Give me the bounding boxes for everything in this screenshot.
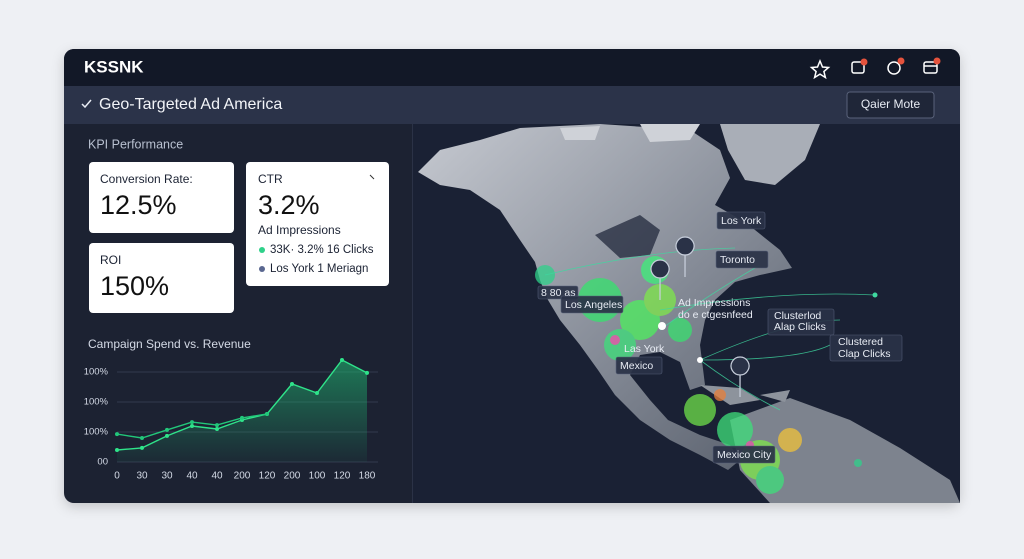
map-label[interactable]: do e ctgesnfeed: [678, 309, 753, 321]
map-label[interactable]: Las York: [624, 343, 665, 355]
point: [340, 358, 344, 362]
kpi-card: [89, 243, 234, 313]
x-tick-label: 30: [161, 471, 173, 482]
x-tick-label: 40: [186, 471, 198, 482]
y-tick-label: 100%: [84, 367, 109, 378]
x-tick-label: 100: [309, 471, 326, 482]
point: [315, 391, 319, 395]
point: [240, 415, 244, 420]
kpi-sub-label: Ad Impressions: [258, 223, 341, 237]
button-label[interactable]: Qaier Mote: [861, 97, 921, 111]
x-tick-label: 200: [284, 471, 301, 482]
point: [190, 424, 194, 428]
x-tick-label: 120: [334, 471, 351, 482]
kpi-card: [89, 162, 234, 233]
y-tick-label: 00: [97, 457, 108, 468]
kpi-detail: 33K· 3.2% 16 Clicks: [270, 244, 374, 256]
point: [165, 427, 169, 432]
map-label[interactable]: Clusterlod: [774, 310, 821, 322]
map-label[interactable]: Toronto: [720, 254, 755, 266]
check-icon: [81, 99, 92, 109]
point: [265, 412, 269, 416]
point: [115, 432, 119, 437]
area: [117, 360, 367, 462]
chart: 00 100% 100% 100% 0 30 30 40 40 200 120 200 100 120 18…: [84, 358, 378, 482]
map-label[interactable]: Mexico: [620, 360, 653, 372]
legend-dot: [259, 247, 265, 253]
map-label[interactable]: Clustered: [838, 336, 883, 348]
toolbar: [64, 86, 960, 124]
kpi-value: 150%: [100, 271, 169, 301]
brand: KSSNK: [84, 57, 144, 76]
kpi-label: Conversion Rate:: [100, 172, 193, 186]
x-tick-label: 180: [359, 471, 376, 482]
kpi-label: CTR: [258, 172, 283, 186]
map-label[interactable]: Ad Impressions: [678, 297, 750, 309]
map[interactable]: Los York Toronto 8 80 as Los Angeles Ad …: [413, 124, 960, 503]
point: [365, 370, 369, 375]
point: [215, 427, 219, 431]
y-tick-label: 100%: [84, 427, 109, 438]
x-tick-label: 200: [234, 471, 251, 482]
map-label[interactable]: Clap Clicks: [838, 348, 891, 360]
point: [115, 448, 119, 452]
map-label[interactable]: Mexico City: [717, 449, 772, 461]
point: [290, 382, 294, 386]
kpi-value: 3.2%: [258, 190, 320, 220]
kpi-detail: Los York 1 Meriagn: [270, 263, 368, 275]
legend-dot: [259, 266, 265, 272]
section-title: KPI Performance: [88, 137, 183, 151]
map-label[interactable]: Los York: [721, 215, 762, 227]
header-icons[interactable]: [809, 57, 941, 80]
card-icon: [369, 174, 375, 180]
x-tick-label: 120: [259, 471, 276, 482]
map-label[interactable]: Los Angeles: [565, 299, 622, 311]
x-tick-label: 30: [136, 471, 148, 482]
kpi-card: [246, 162, 389, 286]
button[interactable]: [846, 91, 935, 119]
x-tick-label: 0: [114, 471, 120, 482]
point: [215, 423, 219, 428]
kpi-label: ROI: [100, 253, 121, 267]
point: [165, 433, 169, 438]
kpi-value: 12.5%: [100, 190, 177, 220]
y-tick-label: 100%: [84, 397, 109, 408]
x-tick-label: 40: [211, 471, 223, 482]
chart-title: Campaign Spend vs. Revenue: [88, 337, 251, 351]
point: [140, 436, 144, 440]
page-title: Geo-Targeted Ad America: [99, 96, 282, 113]
point: [140, 445, 144, 450]
top-bar: [64, 49, 960, 86]
map-label[interactable]: Alap Clicks: [774, 321, 826, 333]
point: [190, 420, 194, 425]
